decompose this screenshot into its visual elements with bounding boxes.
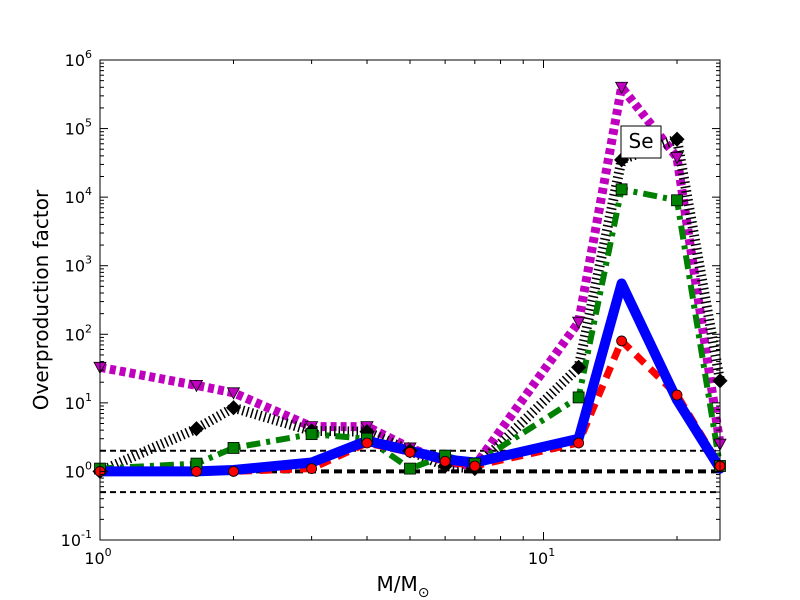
data-point [469,460,481,472]
data-point [306,463,318,474]
data-point [670,151,684,165]
data-point [228,466,239,477]
y-tick-label: 104 [65,185,92,207]
data-point [404,462,416,475]
x-tick-label: 101 [528,546,555,568]
data-point [616,335,628,347]
data-point [614,81,629,95]
y-tick-label: 106 [65,48,92,70]
x-axis-label-subscript: ⊙ [418,585,430,600]
data-point [404,446,416,458]
y-tick-label: 105 [65,117,92,139]
data-point [615,183,628,196]
data-point [191,466,202,477]
data-point [669,131,685,147]
data-point [361,437,373,449]
series-line [99,186,723,472]
data-point [671,194,683,207]
series-line [95,278,725,477]
data-point [439,456,451,467]
x-tick-label: 100 [84,546,111,568]
data-point [189,379,204,393]
y-tick-label: 101 [65,391,92,413]
x-axis-label: M/M⊙ [377,572,430,600]
y-tick-label: 10-1 [61,528,92,550]
data-point [305,428,318,441]
y-tick-label: 102 [65,322,92,344]
plot-frame [99,59,721,541]
data-point [573,437,585,449]
data-point [571,359,587,375]
x-axis-label-main: M/M [377,572,418,596]
y-tick-label: 100 [65,459,92,481]
data-point [188,421,205,437]
series-lines [95,82,725,477]
annotation-box: Se [620,125,662,159]
data-point [226,387,241,400]
annotation-label: Se [629,129,654,153]
data-point [227,442,240,454]
y-tick-label: 103 [65,254,92,276]
data-point [671,389,683,401]
data-point [572,391,585,404]
y-axis-label: Overproduction factor [29,189,53,410]
data-point [571,316,586,330]
data-point [225,400,242,416]
